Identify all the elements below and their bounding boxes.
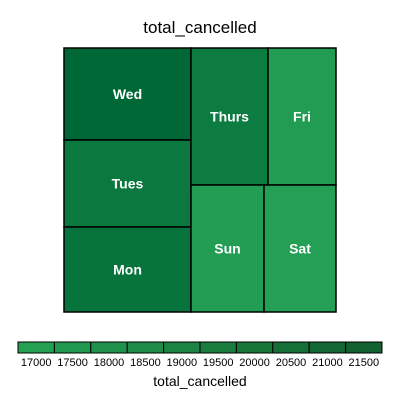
legend-tick-8: 21000 xyxy=(312,357,343,369)
treemap-cell-wed xyxy=(63,47,192,141)
chart-title: total_cancelled xyxy=(143,18,256,37)
legend-swatch-2 xyxy=(90,341,128,354)
treemap-label-wed: Wed xyxy=(113,86,142,102)
legend-swatch-3 xyxy=(126,341,165,354)
treemap-cells: Wed Tues Mon Thurs Fri Sun Sat xyxy=(63,47,337,313)
legend: 17000 17500 18000 18500 19000 19500 20000 20500… xyxy=(17,341,383,369)
legend-tick-3: 18500 xyxy=(130,357,161,369)
legend-title: total_cancelled xyxy=(153,373,246,389)
legend-tick-1: 17500 xyxy=(57,357,88,369)
legend-swatch-5 xyxy=(199,341,237,354)
treemap-cell-sat xyxy=(263,184,337,313)
legend-tick-7: 20500 xyxy=(276,357,307,369)
legend-tick-9: 21500 xyxy=(349,357,380,369)
legend-swatch-7 xyxy=(272,341,310,354)
treemap-label-sat: Sat xyxy=(289,241,311,257)
treemap-cell-mon xyxy=(63,226,192,313)
legend-swatch-6 xyxy=(235,341,274,354)
legend-tick-4: 19000 xyxy=(167,357,198,369)
treemap-label-thurs: Thurs xyxy=(210,109,249,125)
legend-tick-6: 20000 xyxy=(239,357,270,369)
legend-tick-0: 17000 xyxy=(21,357,52,369)
legend-swatch-0 xyxy=(17,341,55,354)
treemap-cell-sun xyxy=(190,184,265,313)
legend-swatch-4 xyxy=(163,341,201,354)
legend-tick-5: 19500 xyxy=(203,357,234,369)
legend-swatch-9 xyxy=(345,341,383,354)
treemap-label-fri: Fri xyxy=(293,109,311,125)
treemap-cell-tues xyxy=(63,139,192,228)
legend-swatch-8 xyxy=(308,341,347,354)
legend-swatch-1 xyxy=(53,341,92,354)
legend-tick-2: 18000 xyxy=(94,357,125,369)
treemap-cell-thurs xyxy=(190,47,269,186)
treemap-label-mon: Mon xyxy=(113,262,142,278)
treemap-label-sun: Sun xyxy=(214,241,240,257)
treemap-label-tues: Tues xyxy=(112,176,144,192)
